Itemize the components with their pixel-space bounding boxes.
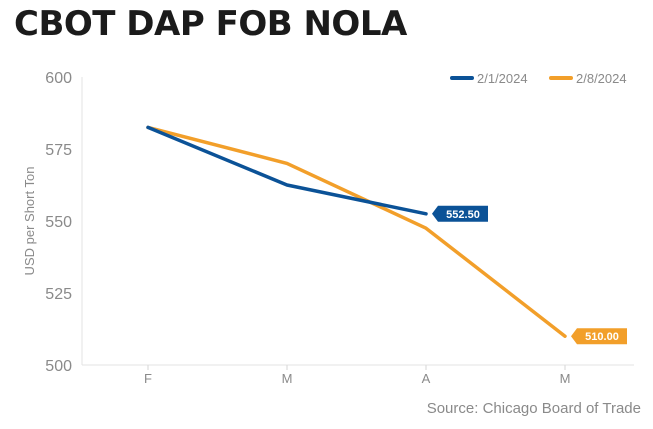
data-label-1: 552.50 <box>432 205 488 222</box>
x-tick-label: M <box>560 371 571 386</box>
y-axis-title: USD per Short Ton <box>22 167 37 276</box>
data-label-value: 510.00 <box>585 331 619 343</box>
y-tick-label: 600 <box>45 70 72 87</box>
legend: 2/1/2024 2/8/2024 <box>450 71 627 86</box>
legend-item-2: 2/8/2024 <box>549 71 627 86</box>
data-label-2: 510.00 <box>571 328 627 345</box>
data-labels: 510.00 552.50 <box>432 205 627 345</box>
chart-canvas: 500 525 550 575 600 USD per Short Ton F M A M 5… <box>22 70 634 386</box>
source-note: Source: Chicago Board of Trade <box>426 400 641 417</box>
data-label-tag <box>432 205 488 222</box>
y-tick-label: 575 <box>45 142 72 159</box>
legend-label: 2/1/2024 <box>477 71 528 86</box>
x-tick-label: M <box>282 371 293 386</box>
x-tick-label: A <box>422 371 431 386</box>
y-tick-label: 525 <box>45 286 72 303</box>
data-label-value: 552.50 <box>446 209 480 221</box>
legend-label: 2/8/2024 <box>576 71 627 86</box>
series-line-1 <box>146 125 428 216</box>
x-tick-marks <box>147 365 566 370</box>
x-tick-label: F <box>144 371 152 386</box>
y-axis: 500 525 550 575 600 USD per Short Ton <box>22 70 83 375</box>
chart-title: CBOT DAP FOB NOLA <box>14 4 407 44</box>
data-label-tag <box>571 328 627 345</box>
y-tick-labels: 500 525 550 575 600 <box>45 70 72 375</box>
y-tick-label: 500 <box>45 358 72 375</box>
series-line-2 <box>146 125 567 338</box>
legend-item-1: 2/1/2024 <box>450 71 528 86</box>
series-lines <box>146 125 567 338</box>
y-tick-label: 550 <box>45 214 72 231</box>
